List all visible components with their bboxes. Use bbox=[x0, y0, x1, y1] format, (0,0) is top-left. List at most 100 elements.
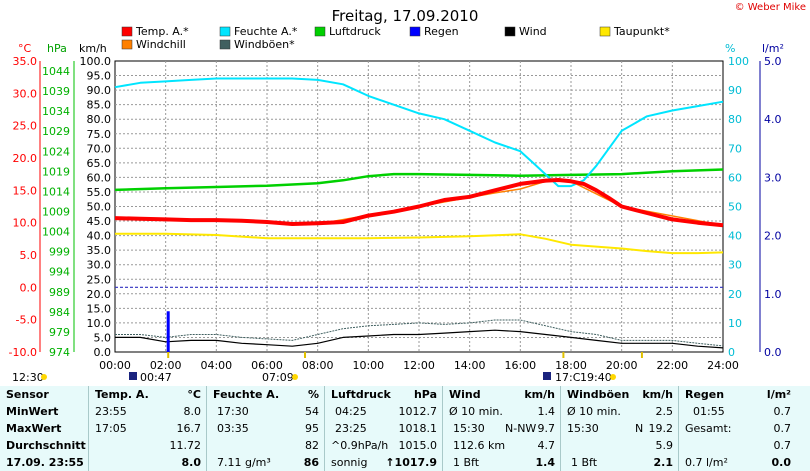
axis-labels: °C hPa km/h% l/m²35.030.025.020.015.010.05.… bbox=[9, 42, 784, 372]
rain-tick: 4.0 bbox=[764, 113, 782, 126]
legend-label: Regen bbox=[424, 25, 459, 38]
temp-tick: 20.0 bbox=[13, 152, 38, 165]
rain-r1-val: 0.7 bbox=[773, 405, 792, 418]
chart-title: Freitag, 17.09.2010 bbox=[332, 7, 479, 25]
x-tick: 24:00 bbox=[707, 359, 739, 372]
pressure-max: 1018.1 bbox=[398, 422, 438, 435]
legend-swatch bbox=[409, 26, 421, 37]
sunrise-icon bbox=[292, 374, 298, 380]
rain-tick: 5.0 bbox=[764, 55, 782, 68]
x-tick: 02:00 bbox=[150, 359, 182, 372]
legend-swatch bbox=[219, 26, 231, 37]
temp-avg: 11.72 bbox=[169, 439, 202, 452]
stats-col-humidity: Feuchte A.% 17:30 54 03:35 95 82 7.11 g/m³… bbox=[206, 386, 325, 471]
wind-tick: 40.0 bbox=[87, 230, 112, 243]
temp-min-time: 23:55 bbox=[95, 405, 127, 418]
legend-swatch bbox=[599, 26, 611, 37]
humidity-min-time: 17:30 bbox=[217, 405, 249, 418]
pressure-tick: 989 bbox=[49, 286, 70, 299]
pressure-tick: 984 bbox=[49, 306, 70, 319]
gust-r1-val: 2.5 bbox=[655, 405, 674, 418]
stats-table: Sensor MinWert MaxWert Durchschnitt 17.0… bbox=[0, 386, 810, 471]
humidity-now: 86 bbox=[303, 456, 319, 469]
rain-header: Regen bbox=[685, 388, 725, 401]
series-line-luftdruck bbox=[114, 168, 724, 192]
series-line-feuchte-a bbox=[114, 77, 724, 188]
rain-bar bbox=[166, 311, 170, 352]
sunset-icon bbox=[610, 374, 616, 380]
gust-r4-val: 2.1 bbox=[653, 456, 674, 469]
legend-label: Taupunkt* bbox=[613, 25, 670, 38]
pressure-forecast: sonnig bbox=[331, 456, 368, 469]
wind-tick: 30.0 bbox=[87, 259, 112, 272]
sunrise-time: 07:09 bbox=[262, 371, 294, 384]
wind-tick: 80.0 bbox=[87, 113, 112, 126]
wind-tick: 55.0 bbox=[87, 186, 112, 199]
rain-tick: 1.0 bbox=[764, 288, 782, 301]
temp-tick: -5.0 bbox=[16, 314, 37, 327]
humidity-tick: 50 bbox=[728, 201, 742, 214]
wind-r3-label: 112.6 km bbox=[453, 439, 506, 452]
pressure-tick: 1019 bbox=[42, 165, 70, 178]
x-tick: 00:00 bbox=[99, 359, 131, 372]
humidity-header: Feuchte A. bbox=[213, 388, 280, 401]
series-line-taupunkt bbox=[115, 232, 724, 255]
x-tick: 12:00 bbox=[403, 359, 435, 372]
gust-r2-val: 19.2 bbox=[648, 422, 674, 435]
daylength-start: 12:30 bbox=[12, 371, 44, 384]
x-tick: 14:00 bbox=[454, 359, 486, 372]
wind-tick: 100.0 bbox=[80, 55, 112, 68]
wind-r2-val: 9.7 bbox=[537, 422, 556, 435]
temp-tick: 35.0 bbox=[13, 55, 38, 68]
gust-r2-time: 15:30 bbox=[567, 422, 599, 435]
stats-col-wind: Wind km/h Ø 10 min. 1.4 15:30 N-NW 9.7 112.6… bbox=[442, 386, 561, 471]
rain-r1-time: 01:55 bbox=[693, 405, 725, 418]
rain-unit: l/m² bbox=[766, 388, 791, 401]
pressure-tick: 1024 bbox=[42, 145, 70, 158]
watermark: © Weber Mike bbox=[734, 2, 806, 13]
gust-r4-label: 1 Bft bbox=[571, 456, 598, 469]
pressure-tick: 1034 bbox=[42, 105, 70, 118]
temp-unit: °C bbox=[187, 388, 201, 401]
wind-tick: 20.0 bbox=[87, 288, 112, 301]
humidity-tick: 20 bbox=[728, 288, 742, 301]
pressure-now: ↑1017.9 bbox=[385, 456, 437, 469]
stats-col-rain: Regen l/m² 01:55 0.7 Gesamt: 0.7 0.7 0.7 l/… bbox=[678, 386, 810, 471]
wind-tick: 15.0 bbox=[87, 302, 112, 315]
min-label: MinWert bbox=[6, 405, 59, 418]
stats-col-sensor: Sensor MinWert MaxWert Durchschnitt 17.0… bbox=[0, 386, 88, 471]
pressure-avg: 1015.0 bbox=[398, 439, 438, 452]
humidity-tick: 100 bbox=[728, 55, 749, 68]
wind-r2-dir: N-NW bbox=[505, 422, 537, 435]
pressure-max-time: 23:25 bbox=[335, 422, 367, 435]
rain-r2-val: 0.7 bbox=[773, 422, 792, 435]
legend: Temp. A.* Feuchte A.* Luftdruck Regen Wind Ta… bbox=[121, 25, 670, 51]
pressure-trend: ^0.9hPa/h bbox=[331, 439, 389, 452]
temp-now: 8.0 bbox=[181, 456, 202, 469]
pressure-min-time: 04:25 bbox=[335, 405, 367, 418]
temp-tick: -10.0 bbox=[9, 346, 37, 359]
x-tick: 20:00 bbox=[606, 359, 638, 372]
x-tick: 18:00 bbox=[555, 359, 587, 372]
moonrise-time: 17:C bbox=[555, 371, 581, 384]
legend-label: Windböen* bbox=[234, 38, 295, 51]
rain-r2-label: Gesamt: bbox=[685, 422, 732, 435]
stats-col-temp: Temp. A. °C 23:55 8.0 17:05 16.7 11.72 8.0 bbox=[88, 386, 207, 471]
pressure-header: Luftdruck bbox=[331, 388, 391, 401]
humidity-avg: 82 bbox=[305, 439, 319, 452]
series-line-wind bbox=[115, 329, 724, 349]
pressure-tick: 1029 bbox=[42, 125, 70, 138]
rain-r4-label: 0.7 l/m² bbox=[685, 456, 728, 469]
max-label: MaxWert bbox=[6, 422, 62, 435]
legend-swatch bbox=[219, 39, 231, 50]
legend-swatch bbox=[504, 26, 516, 37]
wind-r2-time: 15:30 bbox=[453, 422, 485, 435]
temp-header: Temp. A. bbox=[95, 388, 149, 401]
series-line-windb-en bbox=[115, 319, 724, 347]
humidity-max-time: 03:35 bbox=[217, 422, 249, 435]
now-label: 17.09. 23:55 bbox=[6, 456, 84, 469]
legend-label: Wind bbox=[519, 25, 547, 38]
sunset-time: 19:40 bbox=[580, 371, 612, 384]
stats-col-pressure: Luftdruck hPa 04:25 1012.7 23:25 1018.1 ^0.… bbox=[324, 386, 443, 471]
x-tick: 22:00 bbox=[656, 359, 688, 372]
